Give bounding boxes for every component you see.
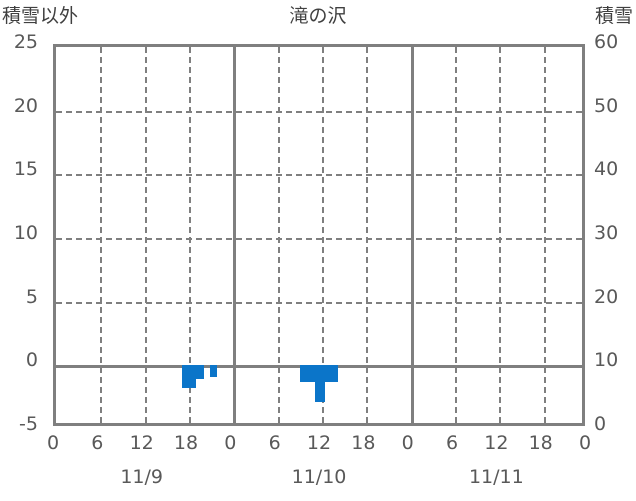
x-axis-tick-label: 0	[401, 432, 414, 454]
right-axis-title: 積雪	[594, 5, 633, 27]
bar	[181, 365, 197, 389]
gridline-vertical	[499, 47, 502, 423]
x-axis-tick-label: 12	[306, 432, 332, 454]
gridline-horizontal	[56, 238, 582, 240]
gridline-vertical	[189, 47, 191, 423]
gridline-vertical	[100, 47, 103, 423]
bar	[209, 365, 218, 377]
y-axis-tick-label-left: 0	[25, 349, 38, 372]
gridline-horizontal	[56, 110, 582, 113]
x-axis-tick-label: 0	[578, 432, 592, 454]
gridline-horizontal	[56, 174, 582, 177]
gridline-vertical	[144, 47, 147, 423]
x-axis-tick-label: 6	[445, 432, 459, 454]
y-axis-tick-label-right: 50	[594, 94, 619, 117]
y-axis-tick-label-right: 60	[594, 31, 619, 53]
y-axis-tick-label-left: 5	[25, 285, 38, 308]
day-separator-line	[410, 47, 414, 423]
y-axis-tick-label-right: 10	[594, 349, 619, 372]
y-axis-tick-label-right: 30	[594, 222, 619, 244]
bar	[314, 365, 325, 403]
x-axis-tick-label: 12	[129, 432, 154, 454]
gridline-vertical	[322, 47, 324, 423]
gridline-vertical	[366, 47, 369, 423]
left-axis-title: 積雪以外	[2, 5, 79, 27]
gridline-vertical	[277, 47, 280, 423]
y-axis-tick-label-right: 20	[594, 285, 619, 308]
x-axis-tick-label: 0	[224, 432, 237, 454]
x-axis-day-label: 11/10	[291, 466, 347, 488]
y-axis-tick-label-left: -5	[19, 413, 38, 435]
day-separator-line	[233, 47, 237, 423]
chart-title: 滝の沢	[289, 5, 347, 27]
gridline-vertical	[455, 47, 457, 423]
x-axis-tick-label: 18	[528, 432, 553, 454]
y-axis-tick-label-right: 0	[594, 413, 607, 435]
x-axis-tick-label: 6	[91, 432, 104, 454]
plot-area	[53, 44, 585, 426]
gridline-horizontal	[56, 301, 582, 304]
x-axis-day-label: 11/11	[468, 466, 524, 488]
x-axis-tick-label: 0	[46, 432, 60, 454]
gridline-vertical	[543, 47, 546, 423]
bar	[196, 365, 204, 380]
x-axis-day-label: 11/9	[120, 466, 163, 488]
x-axis-tick-label: 6	[268, 432, 281, 454]
x-axis-tick-label: 12	[484, 432, 509, 454]
y-axis-tick-label-left: 25	[13, 31, 38, 53]
plot-inner	[56, 47, 582, 423]
y-axis-tick-label-left: 10	[13, 222, 38, 244]
x-axis-tick-label: 18	[173, 432, 199, 454]
x-axis-tick-label: 18	[351, 432, 376, 454]
y-axis-tick-label-right: 40	[594, 158, 619, 181]
y-axis-tick-label-left: 15	[13, 158, 38, 181]
y-axis-tick-label-left: 20	[13, 94, 38, 117]
